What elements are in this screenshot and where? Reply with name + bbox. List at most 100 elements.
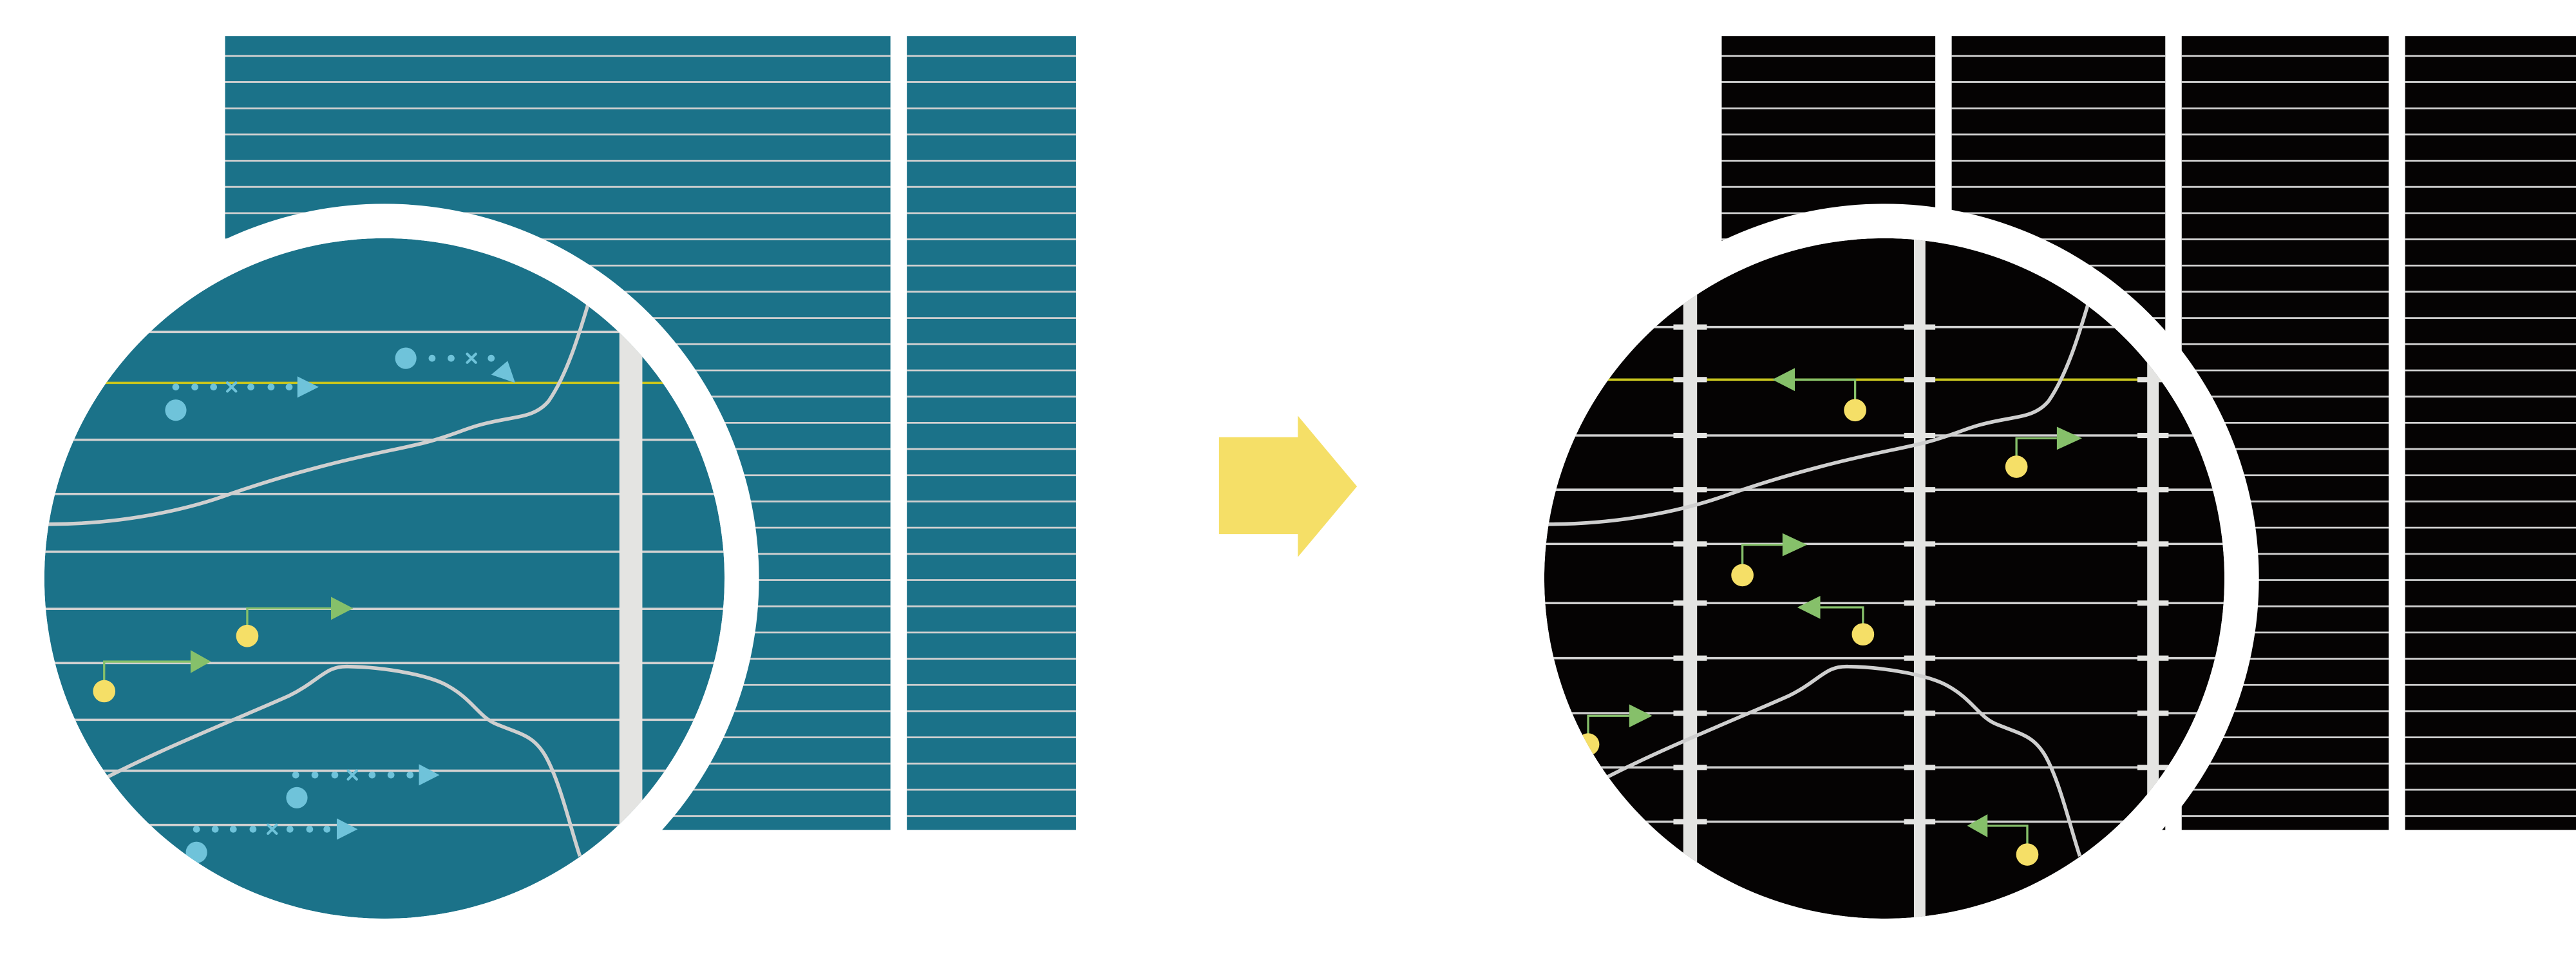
marker-dot [236, 624, 259, 647]
bar-tick-mark [1904, 541, 1936, 547]
bar-tick-mark [1673, 324, 1707, 330]
bar-tick-mark [1673, 655, 1707, 661]
dot [193, 825, 200, 833]
bar-tick-mark [1904, 487, 1936, 493]
dotted-arrow-marker [165, 376, 319, 421]
bar-tick-mark [1904, 600, 1936, 606]
after-magnifier-lens [1510, 204, 2259, 953]
dot [286, 825, 294, 833]
bar-tick-mark [1904, 819, 1936, 825]
panel-column [907, 36, 1076, 830]
bar-tick-mark [1673, 377, 1707, 383]
bar-tick-mark [2137, 600, 2169, 606]
bar-tick-mark [1904, 432, 1936, 439]
right-arrowhead-icon [190, 650, 211, 673]
bar-tick-mark [2137, 377, 2169, 383]
dot [229, 825, 237, 833]
dot [191, 383, 198, 391]
bar-tick-mark [1673, 487, 1707, 493]
lens-content [1544, 238, 2225, 919]
arrowhead-icon [419, 764, 440, 786]
step-arrow-marker [1797, 596, 1875, 646]
bar-tick-mark [1904, 377, 1936, 383]
x-mark-icon [267, 823, 278, 835]
step-arrow-marker [93, 650, 211, 703]
bar-tick-mark [1673, 711, 1707, 716]
x-mark-icon [226, 381, 238, 393]
step-arrow-marker [1967, 814, 2039, 866]
panel-column [2405, 36, 2576, 830]
dot [428, 354, 436, 362]
step-arrow-marker [1731, 533, 1808, 587]
dot [368, 771, 376, 779]
right-arrowhead-icon [1629, 704, 1653, 728]
origin-dot [395, 347, 417, 369]
before-magnifier-lens [10, 204, 759, 953]
vertical-separator-bar [2147, 238, 2159, 919]
dotted-arrow-marker [185, 818, 358, 863]
step-arrow-marker [1772, 368, 1866, 422]
origin-dot [185, 841, 207, 863]
marker-dot [1731, 564, 1754, 587]
bar-tick-mark [1904, 765, 1936, 770]
dot [387, 771, 395, 779]
dot [292, 771, 299, 779]
right-arrowhead-icon [331, 597, 354, 620]
bar-tick-mark [2137, 541, 2169, 547]
dot [306, 825, 314, 833]
lens-background [44, 238, 724, 919]
right-arrow-icon [1218, 415, 1358, 557]
marker-dot [2005, 455, 2028, 478]
left-arrowhead-icon [1797, 596, 1821, 619]
dot [448, 354, 455, 362]
dot [323, 825, 331, 833]
dot [311, 771, 319, 779]
x-mark-icon [346, 769, 358, 781]
arrowhead-icon [336, 818, 358, 840]
bar-tick-mark [2137, 432, 2169, 439]
lens-content [44, 238, 724, 919]
bar-tick-mark [1904, 324, 1936, 330]
origin-dot [165, 399, 187, 421]
trajectory-curve [47, 303, 590, 526]
bar-tick-mark [2137, 487, 2169, 493]
step-arrow-marker [2005, 426, 2082, 478]
right-arrowhead-icon [1782, 533, 1808, 557]
right-arrowhead-icon [2056, 426, 2082, 450]
marker-dot [2016, 843, 2039, 866]
bar-tick-mark [1673, 765, 1707, 770]
transition-arrow [1218, 415, 1358, 557]
dotted-arrow-marker [395, 347, 515, 383]
bar-tick-mark [1904, 711, 1936, 716]
dot [210, 383, 217, 391]
x-mark-icon [466, 352, 477, 364]
dot [331, 771, 339, 779]
bar-tick-mark [2137, 655, 2169, 661]
vertical-separator-bar [1913, 238, 1926, 919]
marker-dot [93, 680, 116, 703]
dotted-arrow-marker [286, 764, 440, 808]
dot [406, 771, 414, 779]
bar-tick-mark [1673, 600, 1707, 606]
arrowhead-icon [297, 376, 319, 398]
bar-tick-mark [1673, 432, 1707, 439]
lens-background [1544, 238, 2225, 919]
marker-dot [1844, 399, 1866, 422]
trajectory-curve [106, 664, 582, 857]
dot [211, 825, 219, 833]
bar-tick-mark [2137, 765, 2169, 770]
marker-dot [1852, 623, 1875, 646]
bar-tick-mark [1673, 819, 1707, 825]
origin-dot [286, 787, 308, 808]
bar-tick-mark [2137, 711, 2169, 716]
dot [488, 354, 495, 362]
dot [267, 383, 275, 391]
dot [247, 383, 254, 391]
arrowhead-icon [491, 361, 515, 383]
bar-tick-mark [1904, 655, 1936, 661]
dot [249, 825, 257, 833]
trajectory-curve [1605, 664, 2082, 857]
step-arrow-marker [236, 597, 354, 647]
left-arrowhead-icon [1967, 814, 1988, 837]
